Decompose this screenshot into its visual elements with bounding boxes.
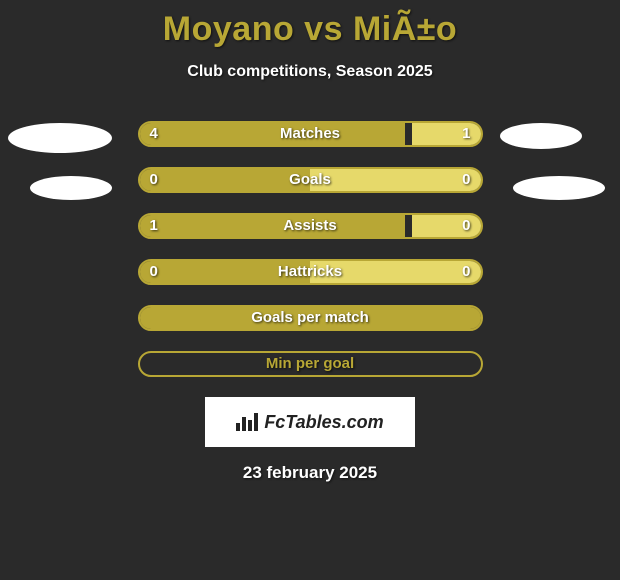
decorative-ellipse [8, 123, 112, 153]
decorative-ellipse [500, 123, 582, 149]
stat-label: Hattricks [140, 261, 481, 283]
date-text: 23 february 2025 [0, 463, 620, 483]
stat-row: Min per goal [138, 351, 483, 377]
stat-label: Min per goal [140, 353, 481, 375]
branding-text: FcTables.com [264, 412, 383, 433]
stat-label: Goals [140, 169, 481, 191]
stat-label: Goals per match [140, 307, 481, 329]
stat-label: Matches [140, 123, 481, 145]
stat-row: 00Goals [138, 167, 483, 193]
decorative-ellipse [30, 176, 112, 200]
stat-row: 41Matches [138, 121, 483, 147]
subtitle: Club competitions, Season 2025 [0, 63, 620, 81]
stat-row: 00Hattricks [138, 259, 483, 285]
stat-label: Assists [140, 215, 481, 237]
page-title: Moyano vs MiÃ±o [0, 0, 620, 49]
stat-row: Goals per match [138, 305, 483, 331]
decorative-ellipse [513, 176, 605, 200]
chart-icon [236, 413, 258, 431]
comparison-chart: 41Matches 00Goals 10Assists 00Hattricks Goal… [0, 121, 620, 377]
stat-row: 10Assists [138, 213, 483, 239]
branding-badge: FcTables.com [205, 397, 415, 447]
